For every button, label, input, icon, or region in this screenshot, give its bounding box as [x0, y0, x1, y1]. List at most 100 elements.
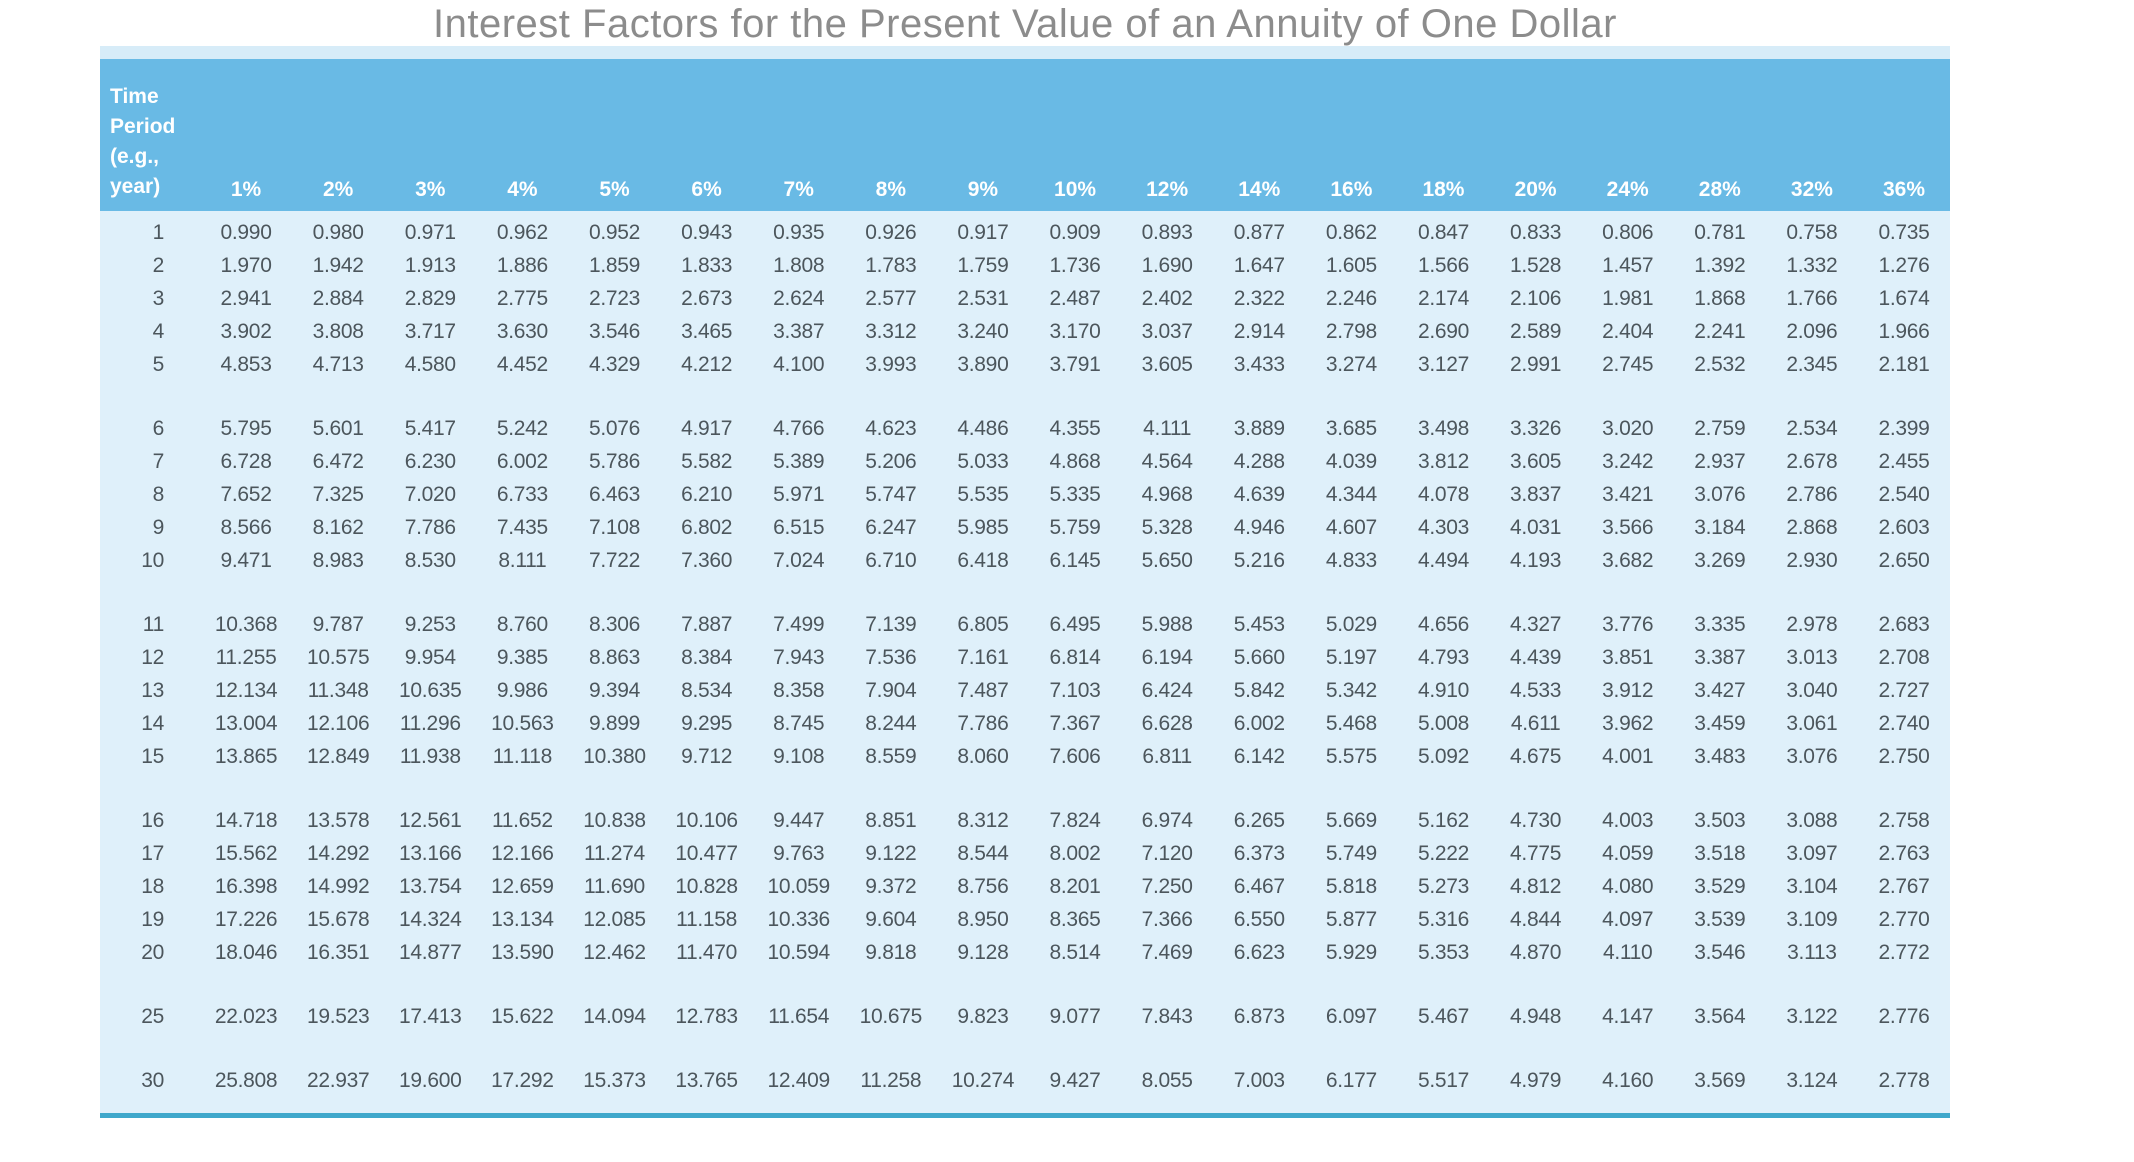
value-cell: 22.023: [214, 1004, 278, 1028]
table-bottom-border: [100, 1113, 1950, 1118]
value-cell: 5.342: [1325, 678, 1377, 702]
value-cell: 9.899: [588, 711, 641, 735]
value-cell: 3.122: [1786, 1004, 1838, 1028]
value-cell: 5.197: [1325, 645, 1377, 669]
value-cell: 12.849: [306, 744, 370, 768]
value-cell: 4.288: [1233, 449, 1285, 473]
value-cell: 4.439: [1510, 645, 1562, 669]
value-cell: 6.097: [1325, 1004, 1377, 1028]
value-cell: 8.162: [312, 515, 364, 539]
value-cell: 5.877: [1325, 907, 1377, 931]
value-cell: 19.523: [306, 1004, 370, 1028]
value-cell: 7.120: [1141, 841, 1193, 865]
value-cell: 19.600: [399, 1068, 462, 1092]
value-cell: 2.540: [1878, 482, 1930, 506]
period-cell: 13: [141, 678, 164, 702]
value-cell: 0.935: [773, 220, 825, 244]
value-cell: 7.887: [681, 612, 733, 636]
value-cell: 4.853: [220, 352, 272, 376]
value-cell: 2.941: [220, 286, 272, 310]
rate-header-cell: 20%: [1514, 178, 1557, 201]
value-cell: 3.851: [1602, 645, 1654, 669]
value-cell: 5.842: [1233, 678, 1285, 702]
value-cell: 2.798: [1325, 319, 1377, 343]
rate-header-cell: 12%: [1146, 178, 1189, 201]
value-cell: 10.380: [583, 744, 646, 768]
rate-header-cell: 2%: [322, 178, 354, 201]
rate-header-cell: 28%: [1698, 178, 1741, 201]
value-cell: 7.003: [1233, 1068, 1285, 1092]
value-cell: 4.452: [496, 352, 548, 376]
rate-header-cell: 7%: [783, 178, 814, 201]
value-cell: 5.786: [588, 449, 641, 473]
value-cell: 3.040: [1786, 678, 1838, 702]
table-row: 5 4.853 4.713 4.580 4.452 4.329 4.212 4.100 3.99…: [100, 348, 1950, 381]
value-cell: 7.161: [957, 645, 1009, 669]
value-cell: 4.001: [1602, 744, 1654, 768]
value-cell: 10.838: [583, 808, 646, 832]
value-cell: 9.122: [865, 841, 917, 865]
value-cell: 5.076: [588, 416, 641, 440]
value-cell: 16.398: [214, 874, 278, 898]
value-cell: 3.902: [220, 319, 272, 343]
value-cell: 3.564: [1694, 1004, 1746, 1028]
value-cell: 13.754: [399, 874, 462, 898]
value-cell: 25.808: [214, 1068, 278, 1092]
value-cell: 8.863: [588, 645, 641, 669]
value-cell: 5.747: [865, 482, 917, 506]
value-cell: 4.639: [1233, 482, 1285, 506]
value-cell: 3.037: [1141, 319, 1193, 343]
value-cell: 3.465: [681, 319, 733, 343]
value-cell: 6.177: [1325, 1068, 1377, 1092]
period-cell: 7: [152, 449, 165, 473]
value-cell: 8.756: [957, 874, 1009, 898]
value-cell: 5.162: [1417, 808, 1469, 832]
value-cell: 6.418: [957, 548, 1009, 572]
period-cell: 2: [152, 253, 165, 277]
value-cell: 2.577: [865, 286, 917, 310]
value-cell: 4.844: [1510, 907, 1562, 931]
table-row: 20 18.046 16.351 14.877 13.590 12.462 11.470 10…: [100, 936, 1950, 969]
value-cell: 2.531: [957, 286, 1009, 310]
value-cell: 7.824: [1049, 808, 1101, 832]
value-cell: 4.031: [1510, 515, 1562, 539]
value-cell: 4.580: [404, 352, 456, 376]
value-cell: 6.623: [1233, 940, 1285, 964]
value-cell: 4.147: [1602, 1004, 1654, 1028]
value-cell: 8.950: [957, 907, 1009, 931]
value-cell: 6.814: [1049, 645, 1101, 669]
value-cell: 3.020: [1602, 416, 1654, 440]
value-cell: 2.603: [1878, 515, 1930, 539]
value-cell: 2.750: [1878, 744, 1930, 768]
value-cell: 2.404: [1602, 319, 1654, 343]
value-cell: 2.673: [681, 286, 733, 310]
value-cell: 7.366: [1141, 907, 1193, 931]
value-cell: 0.971: [404, 220, 456, 244]
value-cell: 0.980: [312, 220, 364, 244]
value-cell: 0.833: [1510, 220, 1562, 244]
value-cell: 6.628: [1141, 711, 1193, 735]
value-cell: 4.111: [1143, 416, 1192, 440]
value-cell: 0.893: [1141, 220, 1193, 244]
value-cell: 5.601: [312, 416, 364, 440]
period-cell: 6: [152, 416, 165, 440]
value-cell: 10.675: [859, 1004, 923, 1028]
value-cell: 8.384: [681, 645, 733, 669]
value-cell: 1.566: [1417, 253, 1469, 277]
value-cell: 6.210: [681, 482, 733, 506]
rate-header-cell: 18%: [1422, 178, 1465, 201]
value-cell: 3.459: [1694, 711, 1746, 735]
value-cell: 8.983: [312, 548, 364, 572]
value-cell: 10.594: [767, 940, 830, 964]
value-cell: 2.868: [1786, 515, 1838, 539]
value-cell: 1.766: [1786, 286, 1838, 310]
rate-header-cell: 1%: [230, 178, 262, 201]
value-cell: 0.781: [1694, 220, 1746, 244]
rate-header-cell: 5%: [599, 178, 630, 201]
value-cell: 5.759: [1049, 515, 1101, 539]
value-cell: 3.837: [1510, 482, 1562, 506]
value-cell: 16.351: [306, 940, 370, 964]
rate-header-cell: 6%: [691, 178, 722, 201]
value-cell: 3.483: [1694, 744, 1746, 768]
value-cell: 17.226: [214, 907, 278, 931]
